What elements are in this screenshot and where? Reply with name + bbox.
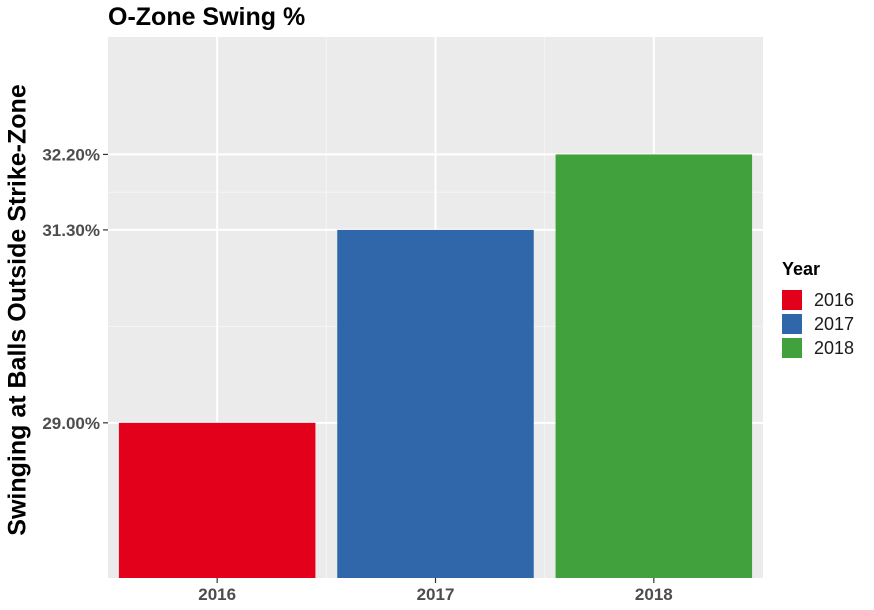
legend-label: 2016 <box>814 289 855 310</box>
y-tick-label: 31.30% <box>42 221 100 240</box>
y-tick-label: 29.00% <box>42 414 100 433</box>
legend: Year 2016 2017 2018 <box>782 259 854 360</box>
bar-2016 <box>118 422 316 578</box>
bar-2018 <box>555 154 753 578</box>
legend-item: 2018 <box>782 336 854 360</box>
legend-title: Year <box>782 259 821 279</box>
bars-group <box>118 154 753 578</box>
bar-2017 <box>337 229 534 578</box>
legend-items: 2016 2017 2018 <box>782 288 854 360</box>
legend-swatch <box>782 314 802 334</box>
legend-label: 2018 <box>814 337 855 358</box>
y-axis-ticks: 29.00% 31.30% 32.20% <box>42 145 108 433</box>
x-tick-label: 2017 <box>417 585 455 604</box>
legend-item: 2017 <box>782 312 854 336</box>
legend-swatch <box>782 290 802 310</box>
x-tick-label: 2018 <box>635 585 673 604</box>
legend-label: 2017 <box>814 313 855 334</box>
legend-swatch <box>782 338 802 358</box>
chart-title: O-Zone Swing % <box>108 3 306 31</box>
x-tick-label: 2016 <box>198 585 236 604</box>
legend-item: 2016 <box>782 288 854 312</box>
x-axis-ticks: 2016 2017 2018 <box>198 578 673 604</box>
y-tick-label: 32.20% <box>42 145 100 164</box>
